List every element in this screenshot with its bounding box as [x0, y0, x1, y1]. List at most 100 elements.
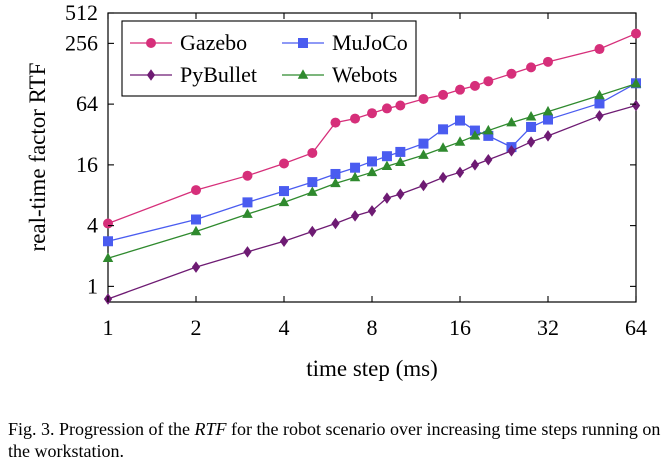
data-point: [330, 168, 341, 179]
data-point: [438, 124, 449, 135]
data-point: [395, 156, 406, 166]
data-point: [437, 142, 449, 152]
y-tick-label: 4: [87, 213, 98, 238]
legend-frame: [121, 20, 417, 97]
data-point: [103, 218, 113, 229]
data-point: [543, 114, 553, 125]
data-point: [506, 68, 517, 79]
x-tick-label: 2: [191, 315, 202, 340]
y-axis-title: real-time factor RTF: [25, 63, 50, 252]
data-point: [279, 158, 289, 169]
data-point: [381, 160, 393, 171]
legend: Gazebo MuJoCo PyBullet Webots: [121, 20, 417, 97]
data-point: [366, 166, 378, 177]
data-point: [418, 149, 429, 159]
caption-prefix: Fig. 3. Progression of the: [8, 419, 195, 439]
y-tick-label: 512: [65, 0, 98, 25]
x-tick-label: 4: [279, 315, 290, 340]
data-point: [526, 136, 536, 148]
chart: 1 2 4 8 16 32 64 1 4 16 64 256 512 time step (ms) re…: [25, 0, 647, 381]
data-point: [469, 80, 480, 91]
data-point: [350, 113, 361, 124]
data-point: [507, 145, 516, 157]
data-point: [367, 108, 377, 119]
x-axis-title: time step (ms): [306, 356, 438, 381]
series-gazebo: [103, 28, 641, 229]
series-mujoco: [103, 78, 641, 247]
data-point: [279, 235, 289, 248]
data-point: [469, 130, 481, 140]
data-point: [350, 162, 361, 173]
data-point: [594, 44, 605, 55]
y-tick-label: 256: [65, 30, 98, 55]
series-line: [107, 104, 637, 300]
caption-suffix: for the robot scenario over increasing t…: [8, 419, 661, 461]
x-tick-label: 1: [103, 315, 114, 340]
data-point: [308, 225, 317, 238]
data-point: [418, 93, 429, 104]
legend-label: Webots: [332, 62, 397, 87]
data-point: [382, 192, 392, 204]
series-webots: [102, 77, 642, 262]
data-point: [395, 100, 406, 111]
data-point: [103, 236, 113, 247]
data-point: [307, 186, 318, 196]
data-point: [484, 153, 493, 166]
data-point: [278, 196, 290, 207]
data-point: [191, 214, 201, 225]
data-point: [595, 110, 604, 122]
data-point: [455, 166, 465, 179]
data-point: [455, 84, 465, 95]
data-point: [349, 171, 361, 182]
data-point: [526, 121, 537, 132]
legend-item-pybullet: PyBullet: [130, 62, 257, 87]
legend-item-mujoco: MuJoCo: [282, 30, 408, 55]
data-point: [297, 69, 309, 79]
data-point: [191, 185, 201, 196]
data-point: [367, 205, 377, 217]
data-point: [631, 28, 641, 39]
x-tick-label: 64: [625, 315, 647, 340]
data-point: [298, 38, 308, 48]
x-tick-label: 16: [449, 315, 471, 340]
data-point: [454, 136, 466, 146]
data-point: [330, 177, 341, 188]
data-point: [191, 261, 201, 273]
data-point: [381, 103, 392, 114]
legend-item-webots: Webots: [282, 62, 397, 87]
data-point: [395, 146, 406, 157]
caption-rtf: RTF: [194, 419, 227, 439]
data-point: [631, 99, 641, 112]
data-point: [594, 89, 605, 100]
data-point: [146, 38, 156, 48]
y-tick-label: 16: [76, 152, 98, 177]
figure-caption: Fig. 3. Progression of the RTF for the r…: [8, 418, 664, 462]
legend-label: MuJoCo: [332, 30, 408, 55]
data-point: [381, 151, 392, 162]
data-point: [279, 186, 289, 197]
data-point: [483, 124, 494, 135]
data-point: [542, 105, 554, 116]
data-point: [506, 116, 517, 127]
data-point: [543, 130, 553, 142]
data-point: [307, 177, 318, 188]
data-point: [146, 69, 156, 81]
data-point: [483, 130, 494, 141]
data-point: [418, 138, 429, 149]
data-point: [396, 188, 405, 200]
legend-item-gazebo: Gazebo: [130, 30, 247, 55]
data-point: [242, 170, 253, 181]
data-point: [307, 147, 318, 158]
data-point: [242, 208, 253, 218]
data-point: [243, 246, 252, 258]
legend-label: Gazebo: [180, 30, 247, 55]
x-tick-label: 32: [537, 315, 559, 340]
data-point: [330, 117, 341, 128]
data-point: [419, 179, 428, 192]
data-point: [594, 98, 605, 109]
data-point: [525, 110, 537, 121]
legend-label: PyBullet: [180, 62, 257, 87]
data-point: [438, 171, 448, 184]
data-point: [331, 217, 340, 230]
data-point: [190, 225, 202, 236]
